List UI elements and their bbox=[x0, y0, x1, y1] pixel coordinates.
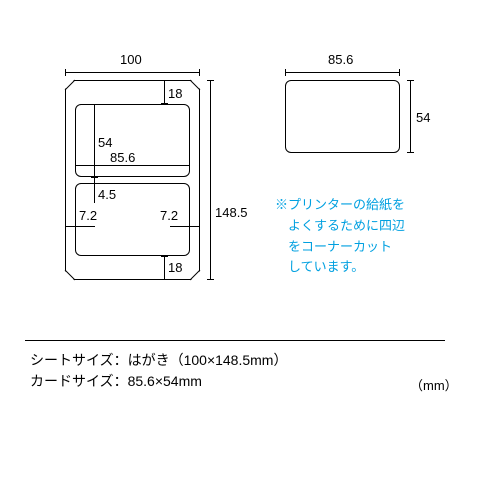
dimline-72l bbox=[65, 226, 95, 227]
dim-856: 85.6 bbox=[110, 150, 135, 165]
dim-18-top: 18 bbox=[168, 86, 182, 101]
footer-sheet-size: シートサイズ：はがき（100×148.5mm） bbox=[30, 350, 287, 371]
note-line-3: をコーナーカット bbox=[275, 237, 405, 258]
divider-line bbox=[25, 340, 445, 341]
single-card bbox=[285, 80, 400, 153]
dimline-single-w bbox=[285, 72, 400, 73]
dimline-100 bbox=[65, 72, 200, 73]
dimline-54 bbox=[94, 104, 95, 177]
dim-1485: 148.5 bbox=[215, 205, 248, 220]
dim-18-bot: 18 bbox=[168, 260, 182, 275]
dimline-45 bbox=[94, 177, 95, 203]
dim-72r: 7.2 bbox=[160, 208, 178, 223]
dim-54: 54 bbox=[98, 135, 112, 150]
dimline-1485 bbox=[210, 80, 211, 280]
dim-single-h: 54 bbox=[416, 110, 430, 125]
note-line-2: よくするために四辺 bbox=[275, 216, 405, 237]
dimline-18-bot bbox=[164, 256, 165, 280]
unit-label: （mm） bbox=[410, 375, 458, 394]
dimline-856 bbox=[75, 165, 190, 166]
dim-45: 4.5 bbox=[98, 187, 116, 202]
dimline-single-h bbox=[410, 80, 411, 153]
dim-single-w: 85.6 bbox=[328, 52, 353, 67]
printer-note: ※プリンターの給紙を よくするために四辺 をコーナーカット しています。 bbox=[275, 195, 405, 278]
dimline-72r bbox=[170, 226, 200, 227]
note-line-1: ※プリンターの給紙を bbox=[275, 195, 405, 216]
diagram-canvas: 100 18 54 85.6 4.5 7.2 7.2 18 bbox=[50, 50, 450, 450]
footer-card-size: カードサイズ：85.6×54mm bbox=[30, 371, 287, 392]
note-line-4: しています。 bbox=[275, 257, 405, 278]
footer-text: シートサイズ：はがき（100×148.5mm） カードサイズ：85.6×54mm bbox=[30, 350, 287, 392]
dim-72l: 7.2 bbox=[79, 208, 97, 223]
dim-100: 100 bbox=[120, 52, 142, 67]
sheet-card-1 bbox=[75, 104, 190, 177]
dimline-18-top bbox=[164, 80, 165, 104]
